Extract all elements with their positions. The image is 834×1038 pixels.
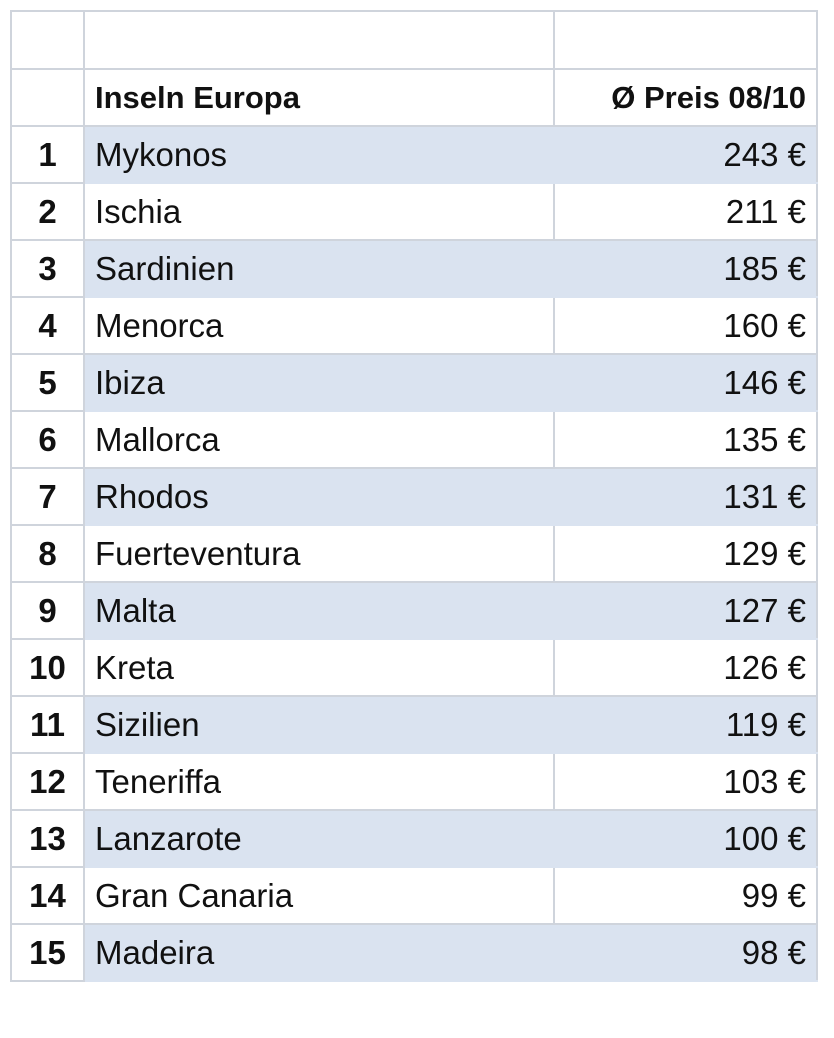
- rank-cell: 7: [10, 467, 85, 526]
- rank-cell: 12: [10, 752, 85, 811]
- table-row: 7 Rhodos 131 €: [10, 467, 818, 526]
- rank-cell: 5: [10, 353, 85, 412]
- price-cell: 129 €: [553, 524, 818, 583]
- name-cell: Gran Canaria: [83, 866, 555, 925]
- cell: [10, 10, 85, 70]
- price-cell: 103 €: [553, 752, 818, 811]
- rank-cell: 13: [10, 809, 85, 868]
- rank-cell: 10: [10, 638, 85, 697]
- name-cell: Teneriffa: [83, 752, 555, 811]
- price-cell: 211 €: [553, 182, 818, 241]
- price-cell: 127 €: [553, 581, 818, 640]
- rank-cell: 1: [10, 125, 85, 184]
- table-row: 15 Madeira 98 €: [10, 923, 818, 982]
- price-table: Inseln Europa Ø Preis 08/10 1 Mykonos 243 …: [10, 10, 818, 982]
- name-cell: Ibiza: [83, 353, 555, 412]
- rank-cell: 15: [10, 923, 85, 982]
- name-cell: Sardinien: [83, 239, 555, 298]
- table-row: 2 Ischia 211 €: [10, 182, 818, 241]
- price-cell: 135 €: [553, 410, 818, 469]
- table-row: 3 Sardinien 185 €: [10, 239, 818, 298]
- name-cell: Fuerteventura: [83, 524, 555, 583]
- price-cell: 160 €: [553, 296, 818, 355]
- name-cell: Lanzarote: [83, 809, 555, 868]
- rank-cell: 14: [10, 866, 85, 925]
- price-cell: 99 €: [553, 866, 818, 925]
- price-cell: 119 €: [553, 695, 818, 754]
- cell: [83, 10, 555, 70]
- name-cell: Sizilien: [83, 695, 555, 754]
- table-row: 12 Teneriffa 103 €: [10, 752, 818, 811]
- price-cell: 100 €: [553, 809, 818, 868]
- name-cell: Madeira: [83, 923, 555, 982]
- cell: [553, 10, 818, 70]
- table-row: 1 Mykonos 243 €: [10, 125, 818, 184]
- price-cell: 126 €: [553, 638, 818, 697]
- name-cell: Mallorca: [83, 410, 555, 469]
- table-row: 5 Ibiza 146 €: [10, 353, 818, 412]
- rank-cell: 2: [10, 182, 85, 241]
- name-cell: Mykonos: [83, 125, 555, 184]
- header-price: Ø Preis 08/10: [553, 68, 818, 127]
- name-cell: Kreta: [83, 638, 555, 697]
- price-cell: 98 €: [553, 923, 818, 982]
- table-row: 4 Menorca 160 €: [10, 296, 818, 355]
- table-row: 14 Gran Canaria 99 €: [10, 866, 818, 925]
- name-cell: Menorca: [83, 296, 555, 355]
- rank-cell: 11: [10, 695, 85, 754]
- header-row: Inseln Europa Ø Preis 08/10: [10, 68, 818, 127]
- name-cell: Rhodos: [83, 467, 555, 526]
- table-row: 13 Lanzarote 100 €: [10, 809, 818, 868]
- header-name: Inseln Europa: [83, 68, 555, 127]
- rank-cell: 3: [10, 239, 85, 298]
- table-row: 10 Kreta 126 €: [10, 638, 818, 697]
- rank-cell: 6: [10, 410, 85, 469]
- name-cell: Malta: [83, 581, 555, 640]
- table-row: 11 Sizilien 119 €: [10, 695, 818, 754]
- rank-cell: 9: [10, 581, 85, 640]
- table-row: 8 Fuerteventura 129 €: [10, 524, 818, 583]
- price-cell: 185 €: [553, 239, 818, 298]
- table-row: 9 Malta 127 €: [10, 581, 818, 640]
- price-cell: 243 €: [553, 125, 818, 184]
- cell: [10, 68, 85, 127]
- table-row: 6 Mallorca 135 €: [10, 410, 818, 469]
- blank-row: [10, 10, 818, 70]
- rank-cell: 4: [10, 296, 85, 355]
- price-cell: 146 €: [553, 353, 818, 412]
- name-cell: Ischia: [83, 182, 555, 241]
- rank-cell: 8: [10, 524, 85, 583]
- price-cell: 131 €: [553, 467, 818, 526]
